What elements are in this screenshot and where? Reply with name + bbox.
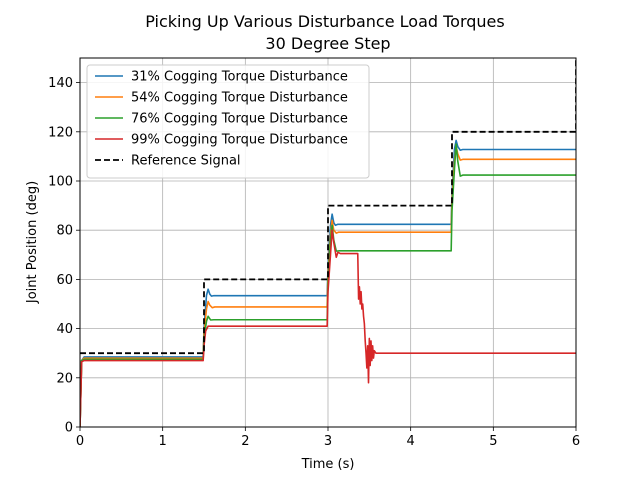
x-tick-label: 5 <box>489 434 497 449</box>
y-tick-label: 140 <box>48 76 73 91</box>
y-tick-label: 20 <box>56 371 73 386</box>
x-tick-label: 2 <box>241 434 249 449</box>
series-line-4 <box>80 58 576 355</box>
legend-label-1: 54% Cogging Torque Disturbance <box>131 91 348 106</box>
x-tick-label: 6 <box>572 434 580 449</box>
legend-box <box>86 64 370 179</box>
legend-label-2: 76% Cogging Torque Disturbance <box>131 112 348 127</box>
x-tick-label: 4 <box>407 434 415 449</box>
y-tick-label: 120 <box>48 125 73 140</box>
y-tick-label: 40 <box>56 322 73 337</box>
y-tick-label: 0 <box>65 421 73 436</box>
x-tick-label: 3 <box>324 434 332 449</box>
series-line-3 <box>80 229 576 427</box>
legend: 31% Cogging Torque Disturbance 54% Coggin… <box>86 64 370 179</box>
y-tick-label: 60 <box>56 273 73 288</box>
series-lines <box>80 58 576 427</box>
legend-label-3: 99% Cogging Torque Disturbance <box>131 133 348 148</box>
y-tick-label: 80 <box>56 224 73 239</box>
x-axis-label: Time (s) <box>301 457 355 472</box>
legend-label-0: 31% Cogging Torque Disturbance <box>131 70 348 85</box>
chart-subtitle: 30 Degree Step <box>265 34 390 53</box>
y-tick-label: 100 <box>48 175 73 190</box>
x-tick-label: 0 <box>76 434 84 449</box>
x-tick-label: 1 <box>159 434 167 449</box>
chart-title: Picking Up Various Disturbance Load Torq… <box>145 12 504 31</box>
legend-label-4: Reference Signal <box>131 154 241 169</box>
y-axis-label: Joint Position (deg) <box>25 181 40 304</box>
